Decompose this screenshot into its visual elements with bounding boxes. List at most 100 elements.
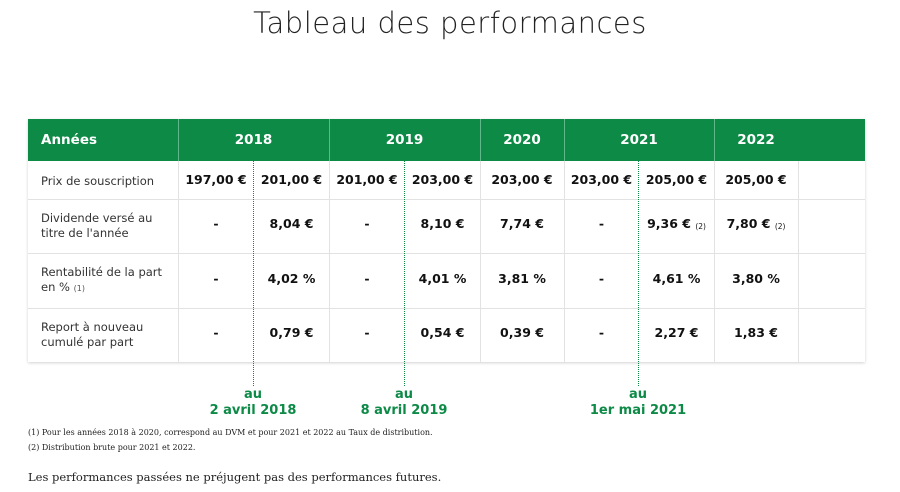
row-label-yield: Rentabilité de la part en % (1) <box>41 265 173 296</box>
table-cell: - <box>178 271 254 286</box>
cell-value: 203,00 € <box>411 172 474 187</box>
table-cell: 203,00 € <box>564 172 639 187</box>
cell-value: - <box>364 325 370 340</box>
date-marker-2021: au 1er mai 2021 <box>578 387 698 419</box>
table-cell: 9,36 € (2) <box>639 216 714 231</box>
cell-value: - <box>598 271 605 286</box>
cell-value: 0,54 € <box>420 325 465 340</box>
column-divider <box>798 161 799 362</box>
page-title: Tableau des performances <box>253 6 647 40</box>
table-cell: - <box>564 271 639 286</box>
table-cell: - <box>178 325 254 340</box>
cell-value: 0,79 € <box>269 325 314 340</box>
header-year-2018: 2018 <box>234 132 273 148</box>
date-marker-prefix: au <box>394 387 414 402</box>
performance-table: Années 2018 2019 2020 2021 2022 Prix de … <box>28 119 865 362</box>
cell-value: 201,00 € <box>336 172 398 187</box>
table-cell: - <box>329 271 405 286</box>
table-cell: 7,80 € (2) <box>714 216 798 231</box>
cell-value: - <box>364 271 370 286</box>
date-marker-date: 2 avril 2018 <box>209 403 297 418</box>
table-cell: 201,00 € <box>329 172 405 187</box>
header-year-2019: 2019 <box>385 132 424 148</box>
cell-value: 9,36 € <box>647 216 691 231</box>
header-divider <box>480 119 481 161</box>
cell-value: 203,00 € <box>570 172 633 187</box>
cell-value: 4,02 % <box>267 271 316 286</box>
cell-footnote-ref: (2) <box>774 222 786 231</box>
cell-value: - <box>364 216 370 231</box>
table-cell: 0,39 € <box>480 325 564 340</box>
table-cell: 1,83 € <box>714 325 798 340</box>
footnote-2: (2) Distribution brute pour 2021 et 2022… <box>28 443 196 452</box>
table-cell: 201,00 € <box>254 172 329 187</box>
cell-value: 201,00 € <box>260 172 323 187</box>
date-marker-2018: au 2 avril 2018 <box>193 387 313 419</box>
date-marker-line-2019 <box>404 161 405 386</box>
table-cell: 0,54 € <box>405 325 480 340</box>
table-cell: 197,00 € <box>178 172 254 187</box>
header-divider <box>714 119 715 161</box>
header-divider <box>178 119 179 161</box>
column-divider <box>178 161 179 362</box>
cell-value: 1,83 € <box>734 325 778 340</box>
column-divider <box>714 161 715 362</box>
row-label-yield-text: Rentabilité de la part en % <box>41 265 163 294</box>
header-divider <box>329 119 330 161</box>
row-label-yield-note: (1) <box>73 284 85 293</box>
column-divider <box>329 161 330 362</box>
date-marker-line-2021 <box>638 161 639 386</box>
table-cell: 7,74 € <box>480 216 564 231</box>
header-year-2020: 2020 <box>503 132 541 148</box>
cell-footnote-ref: (2) <box>695 222 706 231</box>
header-divider <box>564 119 565 161</box>
cell-value: - <box>213 325 219 340</box>
table-cell: - <box>178 216 254 231</box>
cell-value: 2,27 € <box>654 325 699 340</box>
table-cell: 2,27 € <box>639 325 714 340</box>
column-divider <box>480 161 481 362</box>
cell-value: 7,74 € <box>500 216 544 231</box>
date-marker-date: 8 avril 2019 <box>360 403 448 418</box>
cell-value: 3,81 % <box>498 271 546 286</box>
cell-value: 4,01 % <box>418 271 467 286</box>
header-year-2021: 2021 <box>620 132 658 148</box>
table-cell: 3,81 % <box>480 271 564 286</box>
date-marker-line-2018 <box>253 161 254 386</box>
table-cell: 4,01 % <box>405 271 480 286</box>
table-cell: 205,00 € <box>639 172 714 187</box>
cell-value: 8,04 € <box>269 216 314 231</box>
table-cell: 203,00 € <box>405 172 480 187</box>
cell-value: 203,00 € <box>491 172 553 187</box>
cell-value: 0,39 € <box>500 325 544 340</box>
cell-value: - <box>598 325 605 340</box>
date-marker-prefix: au <box>628 387 648 402</box>
table-cell: 8,10 € <box>405 216 480 231</box>
cell-value: 4,61 % <box>652 271 701 286</box>
table-cell: - <box>329 325 405 340</box>
cell-value: 197,00 € <box>185 172 247 187</box>
table-cell: 3,80 % <box>714 271 798 286</box>
cell-value: 205,00 € <box>645 172 708 187</box>
table-cell: 4,61 % <box>639 271 714 286</box>
disclaimer: Les performances passées ne préjugent pa… <box>28 470 442 484</box>
cell-value: - <box>213 271 219 286</box>
cell-value: 7,80 € <box>726 216 771 231</box>
cell-value: - <box>598 216 605 231</box>
date-marker-prefix: au <box>243 387 263 402</box>
table-cell: 0,79 € <box>254 325 329 340</box>
column-divider <box>564 161 565 362</box>
table-cell: 205,00 € <box>714 172 798 187</box>
row-divider <box>28 253 865 254</box>
row-label-subscription-price: Prix de souscription <box>41 174 155 188</box>
cell-value: 3,80 % <box>732 271 780 286</box>
table-cell: 203,00 € <box>480 172 564 187</box>
table-cell: 4,02 % <box>254 271 329 286</box>
table-cell: - <box>564 325 639 340</box>
row-divider <box>28 199 865 200</box>
header-year-2022: 2022 <box>737 132 775 148</box>
table-cell: 8,04 € <box>254 216 329 231</box>
footnote-1: (1) Pour les années 2018 à 2020, corresp… <box>28 428 433 437</box>
cell-value: 8,10 € <box>420 216 465 231</box>
date-marker-date: 1er mai 2021 <box>589 403 687 418</box>
